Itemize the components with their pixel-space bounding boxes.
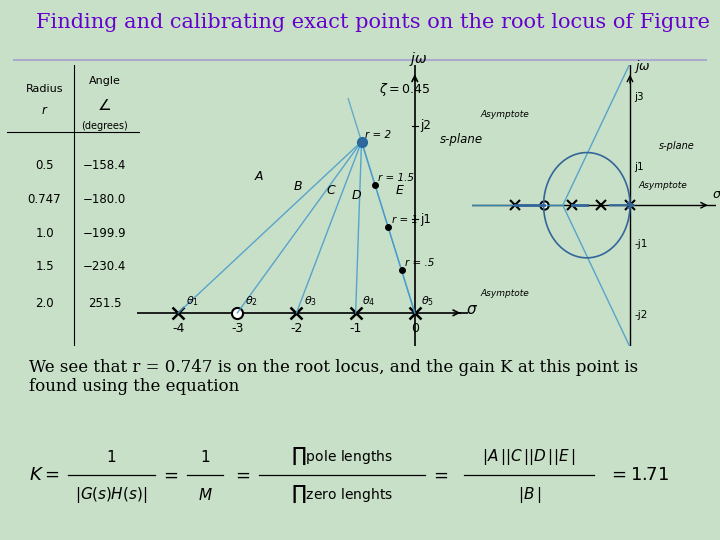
Text: -3: -3: [231, 321, 243, 335]
Text: ∠: ∠: [98, 98, 112, 113]
Text: -2: -2: [290, 321, 302, 335]
Text: A: A: [255, 171, 264, 184]
Text: $\prod\mathrm{zero\ lenghts}$: $\prod\mathrm{zero\ lenghts}$: [291, 484, 393, 505]
Text: j1: j1: [634, 162, 644, 172]
Text: −230.4: −230.4: [83, 260, 126, 273]
Text: $\prod\mathrm{pole\ lengths}$: $\prod\mathrm{pole\ lengths}$: [291, 446, 393, 468]
Text: 0.747: 0.747: [27, 193, 61, 206]
Text: Angle: Angle: [89, 76, 120, 86]
Text: (degrees): (degrees): [81, 121, 128, 131]
Text: r = 1: r = 1: [392, 215, 418, 226]
Text: Finding and calibrating exact points on the root locus of Figure: Finding and calibrating exact points on …: [36, 13, 710, 32]
Text: $\theta_1$: $\theta_1$: [186, 294, 199, 308]
Text: E: E: [395, 185, 403, 198]
Text: C: C: [326, 185, 335, 198]
Text: $K =$: $K =$: [29, 465, 59, 484]
Text: -1: -1: [349, 321, 362, 335]
Text: $|G(s )H(s )|$: $|G(s )H(s )|$: [76, 485, 148, 505]
Text: j2: j2: [420, 119, 431, 132]
Text: B: B: [294, 180, 302, 193]
Text: 0: 0: [411, 321, 419, 335]
Text: $=$: $=$: [160, 465, 179, 484]
Text: $\theta_5$: $\theta_5$: [420, 294, 433, 308]
Text: $=$: $=$: [232, 465, 251, 484]
Text: s-plane: s-plane: [659, 141, 695, 151]
Text: $= 1.71$: $= 1.71$: [608, 465, 670, 484]
Text: We see that r = 0.747 is on the root locus, and the gain K at this point is
foun: We see that r = 0.747 is on the root loc…: [29, 359, 638, 395]
Text: $\zeta = 0.45$: $\zeta = 0.45$: [379, 81, 431, 98]
Text: 2.0: 2.0: [35, 297, 54, 310]
Text: 1.0: 1.0: [35, 227, 54, 240]
Text: 251.5: 251.5: [88, 297, 121, 310]
Text: Asymptote: Asymptote: [480, 289, 529, 299]
Text: $\theta_3$: $\theta_3$: [304, 294, 318, 308]
Text: j3: j3: [634, 92, 644, 102]
Text: Radius: Radius: [26, 84, 63, 94]
Text: -4: -4: [172, 321, 184, 335]
Text: $j\omega$: $j\omega$: [409, 50, 428, 68]
Text: $|A\,||C\,||D\,||E\,|$: $|A\,||C\,||D\,||E\,|$: [482, 447, 576, 467]
Text: r = .5: r = .5: [405, 258, 435, 268]
Text: r = 1.5: r = 1.5: [379, 173, 415, 183]
Text: $M$: $M$: [198, 487, 212, 503]
Text: −199.9: −199.9: [83, 227, 126, 240]
Text: $1$: $1$: [200, 449, 210, 465]
Text: −158.4: −158.4: [83, 159, 126, 172]
Text: −180.0: −180.0: [83, 193, 126, 206]
Text: $|B\,|$: $|B\,|$: [518, 485, 541, 505]
Text: $\theta_4$: $\theta_4$: [361, 294, 375, 308]
Text: $1$: $1$: [107, 449, 117, 465]
Text: Asymptote: Asymptote: [639, 181, 688, 190]
Text: Asymptote: Asymptote: [480, 111, 529, 119]
Text: $\sigma$: $\sigma$: [466, 302, 477, 316]
Text: $j\omega$: $j\omega$: [634, 58, 651, 75]
Text: s-plane: s-plane: [440, 133, 482, 146]
Text: 1.5: 1.5: [35, 260, 54, 273]
Text: $\sigma$: $\sigma$: [712, 188, 720, 201]
Text: -j2: -j2: [634, 309, 648, 320]
Text: $=$: $=$: [430, 465, 449, 484]
Text: j1: j1: [420, 213, 431, 226]
Text: 0.5: 0.5: [35, 159, 54, 172]
Text: -j1: -j1: [634, 239, 648, 249]
Text: D: D: [351, 189, 361, 202]
Text: $\theta_2$: $\theta_2$: [245, 294, 258, 308]
Text: r: r: [42, 104, 47, 117]
Text: r = 2: r = 2: [365, 130, 391, 140]
